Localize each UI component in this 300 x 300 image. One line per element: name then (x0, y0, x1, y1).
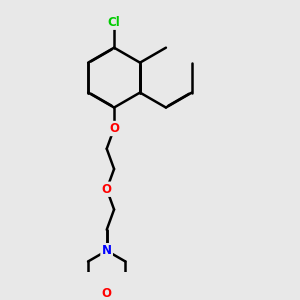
Text: O: O (102, 287, 112, 300)
Text: N: N (102, 244, 112, 257)
Text: O: O (109, 122, 119, 135)
Text: Cl: Cl (108, 16, 121, 29)
Text: O: O (102, 183, 112, 196)
Text: N: N (102, 244, 112, 257)
